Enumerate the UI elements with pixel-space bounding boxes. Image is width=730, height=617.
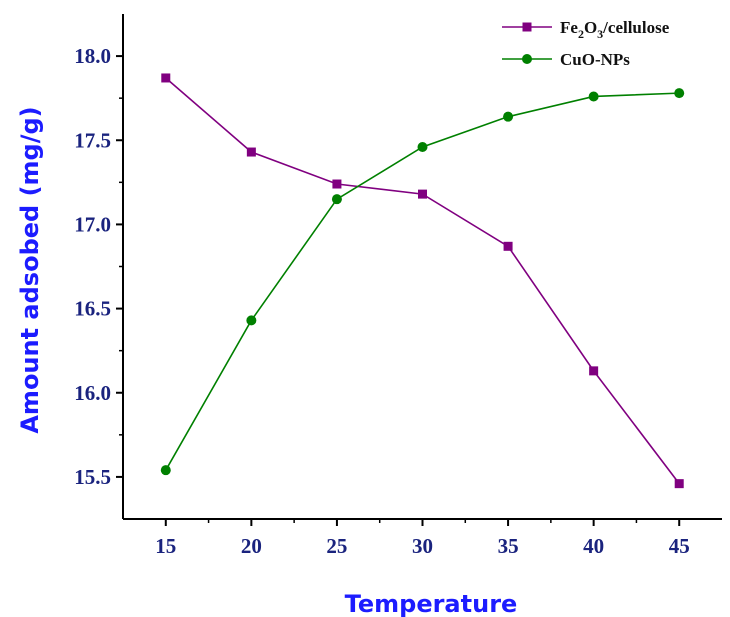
axes: 15 20 25 30 35 40 45 15.5 16.0 16.5 17.0 17.5 18.0 — [74, 14, 722, 558]
x-tick-label: 20 — [241, 534, 262, 558]
x-tick-label: 35 — [498, 534, 519, 558]
x-tick-label: 15 — [155, 534, 176, 558]
x-tick-label: 25 — [326, 534, 347, 558]
data-point-fe2o3-cellulose — [332, 179, 342, 189]
series-cuo-nps — [160, 88, 685, 476]
x-tick-label: 45 — [669, 534, 690, 558]
y-tick-label: 17.5 — [74, 128, 111, 152]
data-point-cuo-nps — [588, 91, 599, 102]
y-tick-label: 18.0 — [74, 44, 111, 68]
legend: Fe2O3/cellulose CuO-NPs — [502, 18, 670, 69]
x-axis-title: Temperature — [345, 590, 518, 617]
data-point-cuo-nps — [160, 465, 171, 476]
data-point-cuo-nps — [417, 141, 428, 152]
legend-label-cuo-nps: CuO-NPs — [560, 50, 630, 69]
series-fe2o3-cellulose — [161, 73, 684, 489]
data-point-cuo-nps — [331, 194, 342, 205]
legend-entry-fe2o3-cellulose: Fe2O3/cellulose — [502, 18, 670, 41]
y-tick-label: 16.5 — [74, 297, 111, 321]
data-point-fe2o3-cellulose — [503, 241, 513, 251]
data-point-cuo-nps — [503, 111, 514, 122]
data-point-fe2o3-cellulose — [589, 366, 599, 376]
y-axis-title: Amount adsobed (mg/g) — [16, 106, 44, 433]
x-tick-label: 40 — [583, 534, 604, 558]
legend-entry-cuo-nps: CuO-NPs — [502, 50, 630, 69]
legend-marker-cuo-nps — [522, 54, 532, 64]
data-point-fe2o3-cellulose — [246, 147, 256, 157]
y-tick-label: 16.0 — [74, 381, 111, 405]
legend-label-fe2o3-cellulose: Fe2O3/cellulose — [560, 18, 670, 41]
data-point-cuo-nps — [246, 315, 257, 326]
data-point-fe2o3-cellulose — [674, 479, 684, 489]
y-tick-label: 15.5 — [74, 465, 111, 489]
data-point-fe2o3-cellulose — [418, 189, 427, 199]
x-tick-label: 30 — [412, 534, 433, 558]
data-point-fe2o3-cellulose — [161, 73, 171, 83]
series-layer — [160, 73, 685, 489]
series-line-fe2o3-cellulose — [165, 77, 680, 485]
legend-marker-fe2o3-cellulose — [522, 22, 532, 32]
data-point-cuo-nps — [674, 88, 685, 99]
y-tick-label: 17.0 — [74, 212, 111, 236]
